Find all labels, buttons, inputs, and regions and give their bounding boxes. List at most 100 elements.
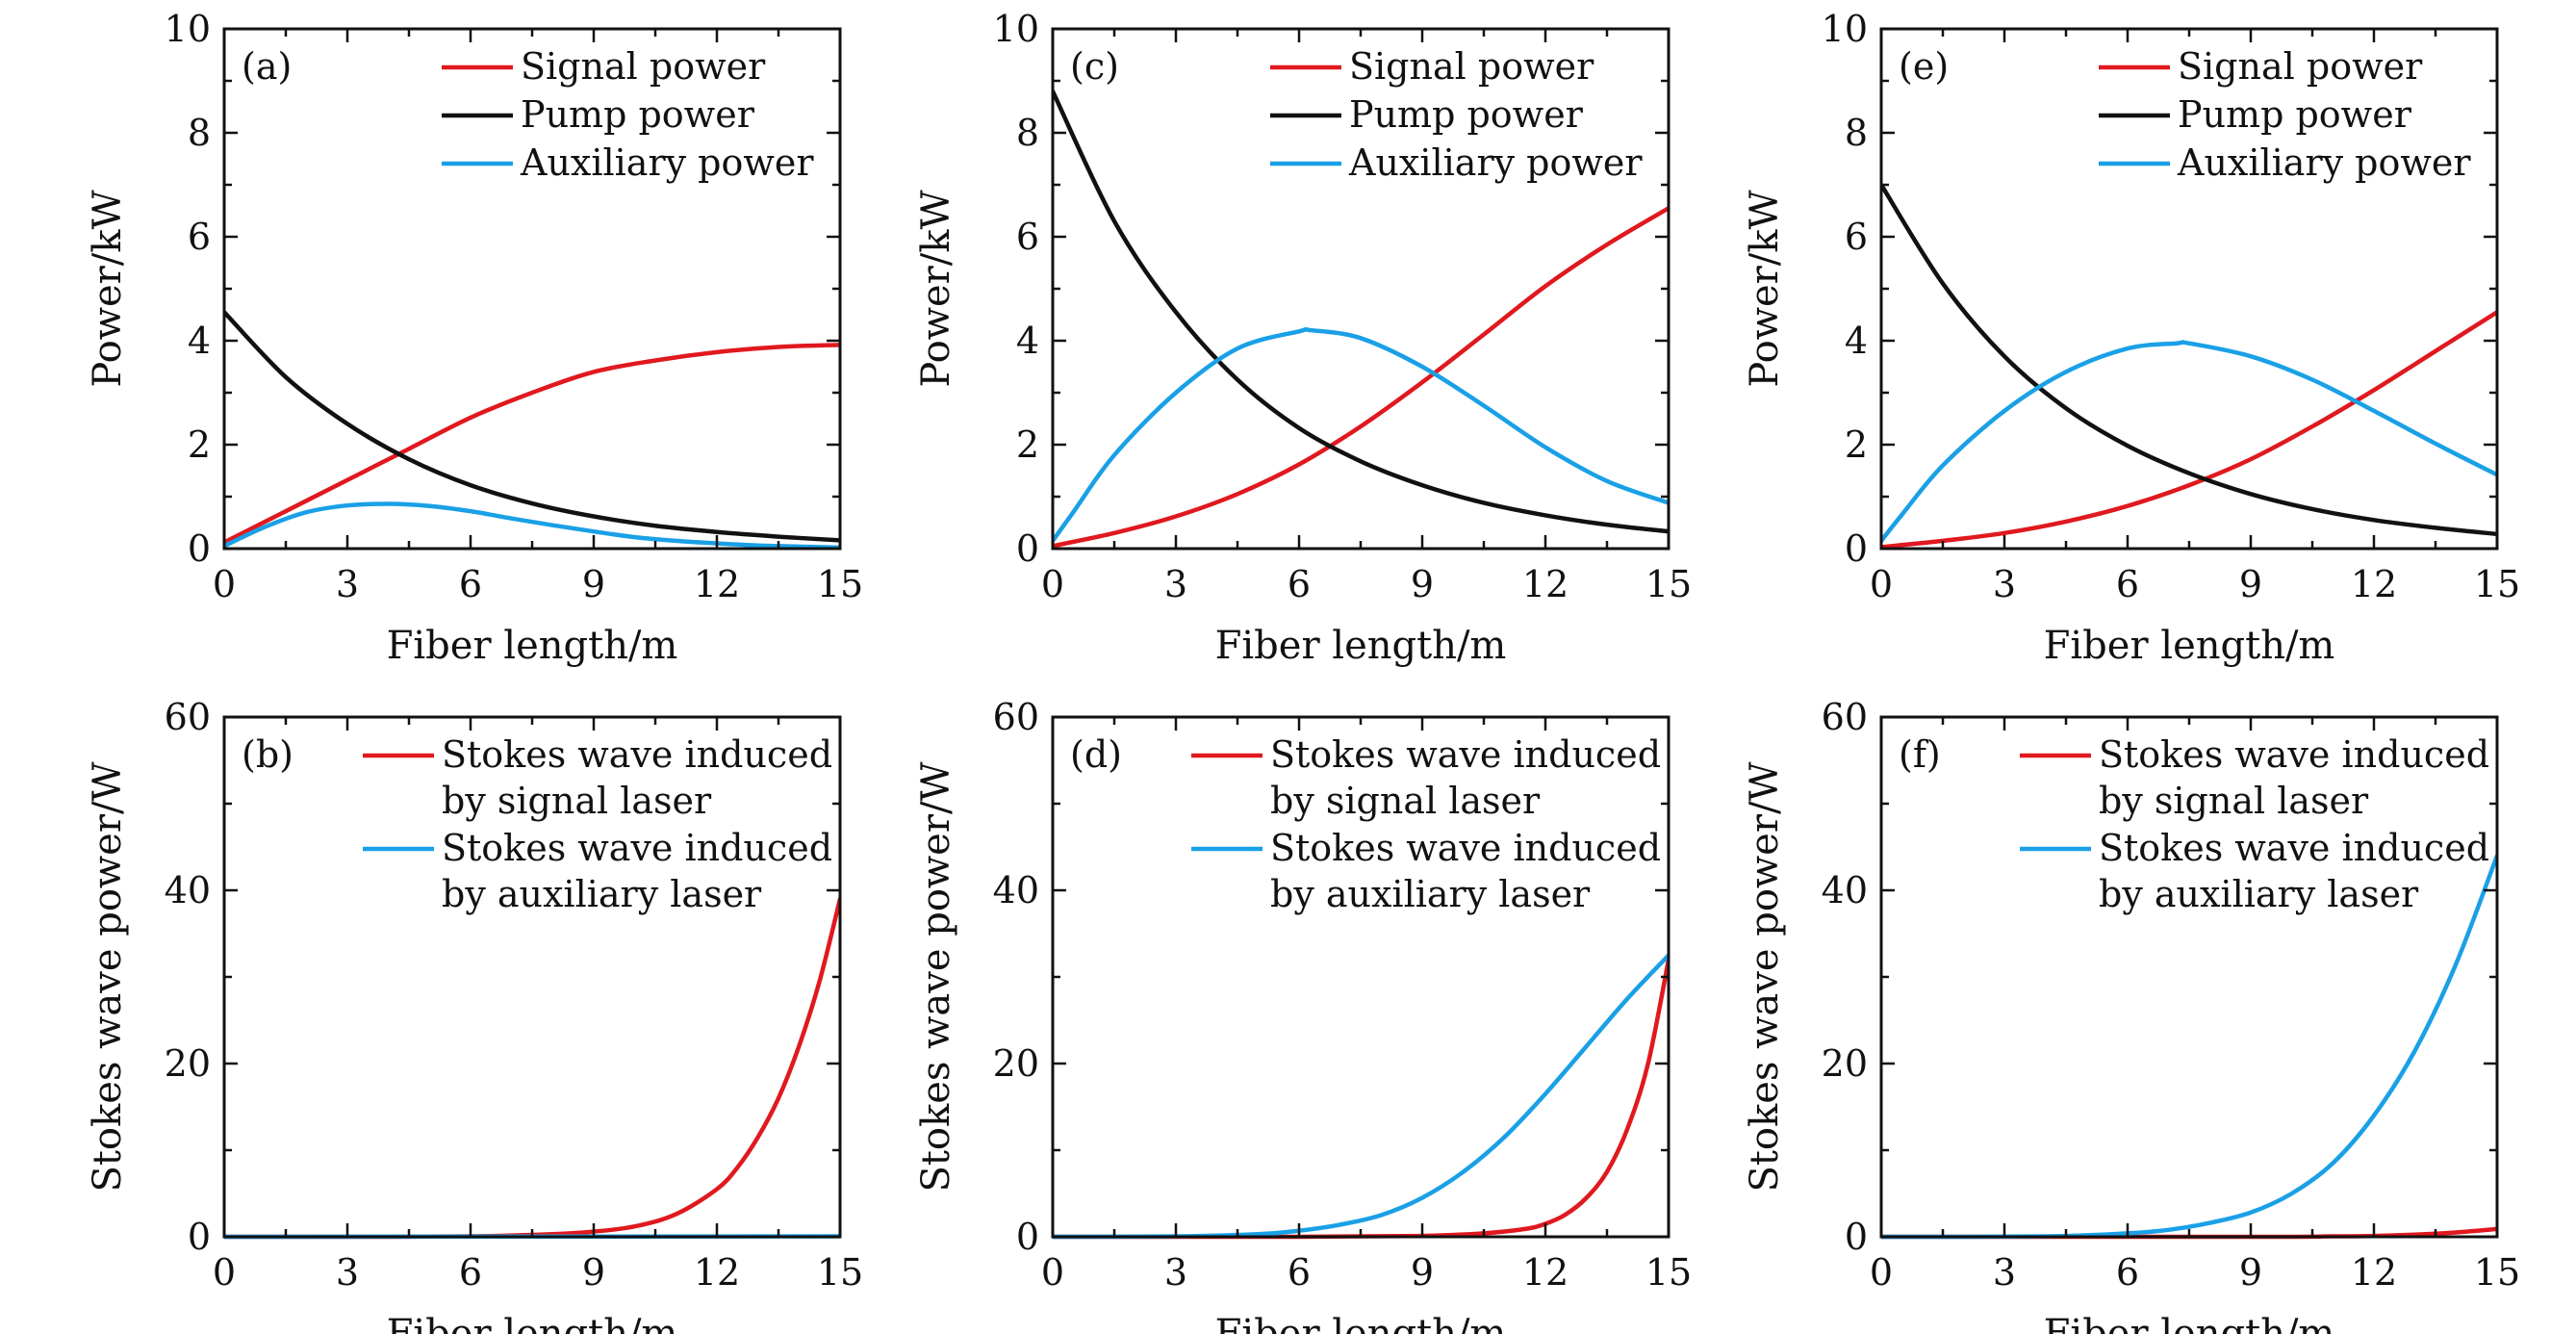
x-tick-label: 0 <box>213 563 236 605</box>
x-tick-label: 3 <box>1164 563 1187 605</box>
y-tick-label: 10 <box>993 8 1039 50</box>
x-tick-label: 3 <box>336 1251 359 1294</box>
y-axis-label: Power/kW <box>1743 190 1787 387</box>
y-axis-label: Stokes wave power/W <box>914 761 958 1192</box>
series-line-auxiliary <box>1053 326 1669 544</box>
y-tick-label: 60 <box>993 696 1039 738</box>
y-tick-label: 20 <box>165 1042 211 1085</box>
y-tick-label: 2 <box>188 423 211 466</box>
chart-panel-e: 0 3 6 9 12 15 0 2 4 6 8 10 Fiber length/m Power/kW (e)… <box>1743 8 2520 668</box>
legend-label: by auxiliary laser <box>442 873 762 915</box>
y-tick-label: 40 <box>993 869 1039 911</box>
y-tick-label: 20 <box>993 1042 1039 1085</box>
y-tick-label: 40 <box>165 869 211 911</box>
x-tick-label: 6 <box>459 1251 482 1294</box>
legend-label: Signal power <box>1349 45 1594 88</box>
y-tick-label: 8 <box>1845 112 1868 154</box>
x-tick-label: 12 <box>1522 563 1569 605</box>
y-tick-label: 0 <box>1845 1216 1868 1258</box>
legend-label: Auxiliary power <box>520 141 814 184</box>
y-tick-label: 4 <box>1845 320 1868 362</box>
x-tick-label: 15 <box>1645 1251 1692 1294</box>
legend-label: Pump power <box>2178 93 2412 136</box>
y-tick-label: 6 <box>1845 216 1868 258</box>
series-line-signal <box>1053 206 1669 549</box>
series-line-signal <box>1053 957 1669 1240</box>
legend-label: Auxiliary power <box>2177 141 2471 184</box>
x-tick-label: 0 <box>1870 563 1893 605</box>
x-tick-label: 0 <box>213 1251 236 1294</box>
x-tick-label: 15 <box>817 563 863 605</box>
legend-label: Stokes wave induced <box>2099 827 2489 869</box>
y-tick-label: 2 <box>1845 423 1868 466</box>
y-axis-label: Power/kW <box>914 190 958 387</box>
series-line-pump <box>224 310 840 543</box>
series-line-signal <box>224 343 840 545</box>
x-tick-label: 0 <box>1041 563 1064 605</box>
y-tick-label: 0 <box>188 1216 211 1258</box>
x-tick-label: 9 <box>1411 1251 1434 1294</box>
x-axis-label: Fiber length/m <box>387 624 678 668</box>
legend-label: by signal laser <box>1270 780 1541 822</box>
y-axis-label: Stokes wave power/W <box>86 761 130 1192</box>
series-line-auxiliary <box>1881 340 2497 544</box>
y-tick-label: 60 <box>1822 696 1868 738</box>
y-tick-label: 20 <box>1822 1042 1868 1085</box>
chart-panel-f: 0 3 6 9 12 15 0 20 40 60 Fiber length/m Stokes wave… <box>1743 696 2520 1334</box>
x-tick-label: 15 <box>1645 563 1692 605</box>
chart-panel-d: 0 3 6 9 12 15 0 20 40 60 Fiber length/m Stokes wave… <box>914 696 1692 1334</box>
y-tick-label: 40 <box>1822 869 1868 911</box>
x-tick-label: 9 <box>582 1251 605 1294</box>
y-tick-label: 0 <box>188 527 211 570</box>
legend-label: Signal power <box>521 45 766 88</box>
legend-label: Stokes wave induced <box>2099 733 2489 776</box>
legend-label: Pump power <box>1349 93 1584 136</box>
series-line-signal <box>1881 310 2497 550</box>
y-tick-label: 0 <box>1016 1216 1039 1258</box>
legend-label: by auxiliary laser <box>1270 873 1591 915</box>
x-tick-label: 15 <box>817 1251 863 1294</box>
y-tick-label: 10 <box>165 8 211 50</box>
y-axis-label: Power/kW <box>86 190 130 387</box>
y-tick-label: 8 <box>188 112 211 154</box>
legend-label: Auxiliary power <box>1348 141 1643 184</box>
x-tick-label: 3 <box>336 563 359 605</box>
x-axis-label: Fiber length/m <box>2044 1312 2335 1334</box>
x-tick-label: 6 <box>2116 1251 2139 1294</box>
legend-label: Stokes wave induced <box>442 827 832 869</box>
x-axis-label: Fiber length/m <box>387 1312 678 1334</box>
x-tick-label: 6 <box>459 563 482 605</box>
x-tick-label: 0 <box>1870 1251 1893 1294</box>
panel-label: (a) <box>242 45 292 88</box>
x-tick-label: 9 <box>2239 563 2262 605</box>
legend-label: Stokes wave induced <box>1270 827 1661 869</box>
panel-label: (c) <box>1070 45 1119 88</box>
x-tick-label: 3 <box>1164 1251 1187 1294</box>
y-tick-label: 6 <box>188 216 211 258</box>
y-tick-label: 6 <box>1016 216 1039 258</box>
y-tick-label: 8 <box>1016 112 1039 154</box>
panel-label: (e) <box>1899 45 1949 88</box>
x-tick-label: 9 <box>1411 563 1434 605</box>
legend-label: Stokes wave induced <box>442 733 832 776</box>
legend-label: by signal laser <box>2099 780 2369 822</box>
x-tick-label: 3 <box>1993 563 2016 605</box>
x-tick-label: 6 <box>1288 1251 1311 1294</box>
x-tick-label: 6 <box>1288 563 1311 605</box>
x-axis-label: Fiber length/m <box>1215 1312 1507 1334</box>
legend-label: Pump power <box>521 93 755 136</box>
x-tick-label: 15 <box>2474 563 2520 605</box>
x-tick-label: 12 <box>1522 1251 1569 1294</box>
x-axis-label: Fiber length/m <box>2044 624 2335 668</box>
series-line-signal <box>224 896 840 1240</box>
legend-label: Stokes wave induced <box>1270 733 1661 776</box>
series-line-pump <box>1881 182 2497 537</box>
chart-panel-a: 0 3 6 9 12 15 0 2 4 6 8 10 Fiber length/m Power/kW (a)… <box>86 8 863 668</box>
x-tick-label: 9 <box>2239 1251 2262 1294</box>
y-tick-label: 0 <box>1016 527 1039 570</box>
x-tick-label: 9 <box>582 563 605 605</box>
x-tick-label: 12 <box>2351 563 2397 605</box>
series-line-auxiliary <box>224 501 840 551</box>
legend-label: by signal laser <box>442 780 712 822</box>
